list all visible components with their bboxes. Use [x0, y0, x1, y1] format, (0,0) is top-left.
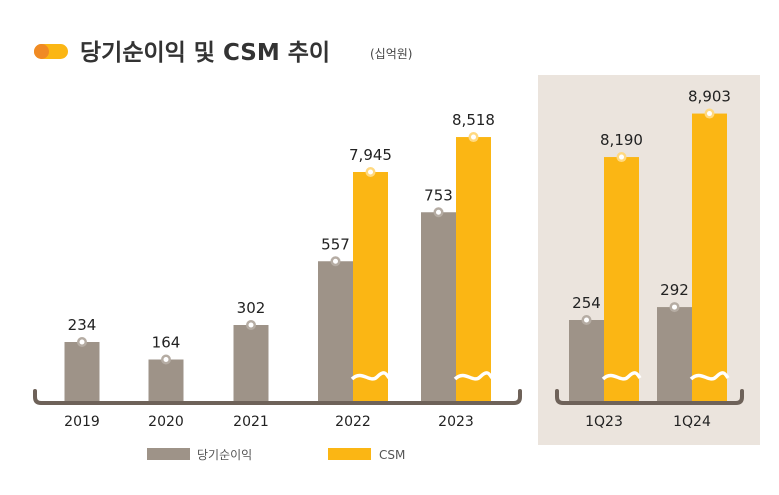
- bar-net-income-1Q23: [569, 320, 604, 403]
- bar-net-income-2020: [148, 359, 184, 403]
- x-tick-1Q23: 1Q23: [585, 414, 623, 430]
- bar-marker-dot: [436, 209, 441, 215]
- bar-net-income-2023: [421, 212, 456, 403]
- bar-marker-dot: [248, 322, 254, 328]
- x-tick-2019: 2019: [64, 414, 100, 430]
- data-label-csm-2022: 7,945: [349, 146, 392, 164]
- bar-csm-1Q23: [604, 157, 639, 403]
- bar-marker-dot: [333, 258, 338, 264]
- x-tick-2020: 2020: [148, 414, 184, 430]
- bar-csm-2023: [456, 137, 491, 403]
- bar-net-income-2019: [64, 342, 100, 403]
- data-label-csm-1Q24: 8,903: [688, 88, 731, 106]
- bar-net-income-1Q24: [657, 307, 692, 403]
- axis-break-icon: [453, 371, 494, 381]
- legend-swatch-csm: [328, 448, 371, 460]
- bar-marker-dot: [79, 339, 85, 345]
- data-label-net-income-2022: 557: [321, 235, 350, 253]
- data-label-net-income-1Q24: 292: [660, 281, 689, 299]
- data-label-net-income-2021: 302: [237, 299, 266, 317]
- axis-break-icon: [601, 371, 642, 381]
- legend-swatch-net-income: [147, 448, 190, 460]
- data-label-net-income-2023: 753: [424, 186, 453, 204]
- x-tick-1Q24: 1Q24: [673, 414, 711, 430]
- bar-marker-dot: [672, 304, 677, 310]
- bar-csm-1Q24: [692, 113, 727, 403]
- x-tick-2021: 2021: [233, 414, 269, 430]
- legend-label-net-income: 당기순이익: [197, 448, 252, 462]
- x-tick-2023: 2023: [438, 414, 474, 430]
- bar-marker-dot: [163, 357, 169, 362]
- axis-break-icon: [350, 371, 391, 381]
- data-label-net-income-2019: 234: [68, 316, 97, 334]
- chart-title: 당기순이익 및 CSM 추이: [80, 40, 330, 66]
- bar-net-income-2021: [233, 325, 269, 403]
- legend-label-csm: CSM: [379, 448, 405, 462]
- bar-csm-2022: [353, 172, 388, 403]
- bar-marker-dot: [619, 154, 624, 160]
- chart-unit: (십억원): [370, 47, 412, 61]
- x-axis: [555, 389, 744, 405]
- bar-marker-dot: [368, 169, 373, 175]
- legend: 당기순이익 CSM: [147, 448, 405, 462]
- axis-break-icon: [689, 371, 730, 381]
- x-axis: [33, 389, 522, 405]
- data-label-csm-2023: 8,518: [452, 111, 495, 129]
- data-label-net-income-1Q23: 254: [572, 294, 601, 312]
- bar-marker-dot: [584, 317, 589, 323]
- bar-net-income-2022: [318, 261, 353, 403]
- x-tick-2022: 2022: [335, 414, 371, 430]
- bar-marker-dot: [471, 134, 476, 140]
- data-label-net-income-2020: 164: [152, 334, 181, 352]
- title-icon: [34, 44, 68, 59]
- data-label-csm-1Q23: 8,190: [600, 131, 643, 149]
- bar-marker-dot: [707, 111, 712, 117]
